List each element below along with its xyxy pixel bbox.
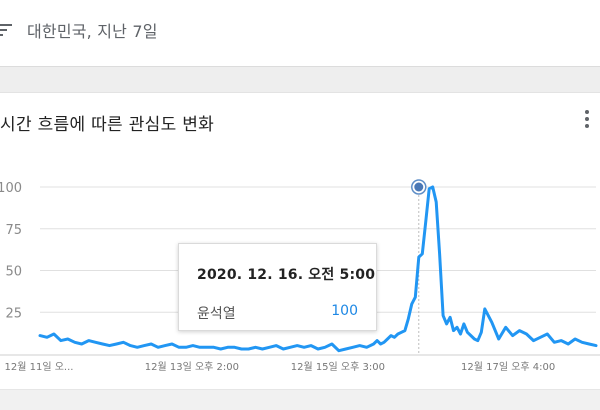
tooltip-date: 2020. 12. 16. 오전 5:00 [197, 267, 376, 283]
card-title: 시간 흐름에 따른 관심도 변화 [0, 115, 215, 135]
y-tick-label: 100 [0, 181, 22, 196]
interest-over-time-card: 시간 흐름에 따른 관심도 변화 [0, 92, 600, 410]
highlight-marker [414, 182, 424, 192]
x-tick-label: 12월 17일 오후 4:00 [461, 361, 555, 373]
y-tick-label: 75 [5, 223, 22, 238]
x-tick-label: 12월 13일 오후 2:00 [145, 361, 239, 373]
filter-icon[interactable] [0, 21, 14, 37]
filter-bar: 대한민국, 지난 7일 [0, 0, 600, 67]
y-tick-label: 25 [5, 306, 22, 321]
tooltip-value: 100 [331, 303, 358, 319]
region-period-filter[interactable]: 대한민국, 지난 7일 [27, 22, 158, 41]
more-vert-icon[interactable] [578, 107, 596, 133]
x-tick-label: 12월 15일 오후 3:00 [291, 361, 385, 373]
bottom-strip [0, 389, 600, 410]
x-tick-label: 12월 11일 오... [5, 361, 74, 373]
tooltip-series-name: 윤석열 [197, 306, 236, 322]
series-line [38, 185, 598, 353]
y-tick-label: 50 [5, 265, 22, 280]
chart-tooltip: 2020. 12. 16. 오전 5:00 윤석열 100 [178, 243, 377, 331]
